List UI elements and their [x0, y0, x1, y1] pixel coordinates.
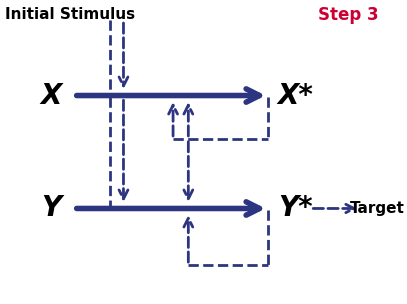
Text: Y*: Y* — [278, 195, 313, 223]
Text: Step 3: Step 3 — [318, 5, 379, 24]
Text: Target: Target — [350, 201, 405, 216]
Text: X*: X* — [277, 81, 313, 109]
Text: Y: Y — [41, 195, 61, 223]
Text: Initial Stimulus: Initial Stimulus — [5, 7, 136, 22]
Text: X: X — [40, 81, 62, 109]
